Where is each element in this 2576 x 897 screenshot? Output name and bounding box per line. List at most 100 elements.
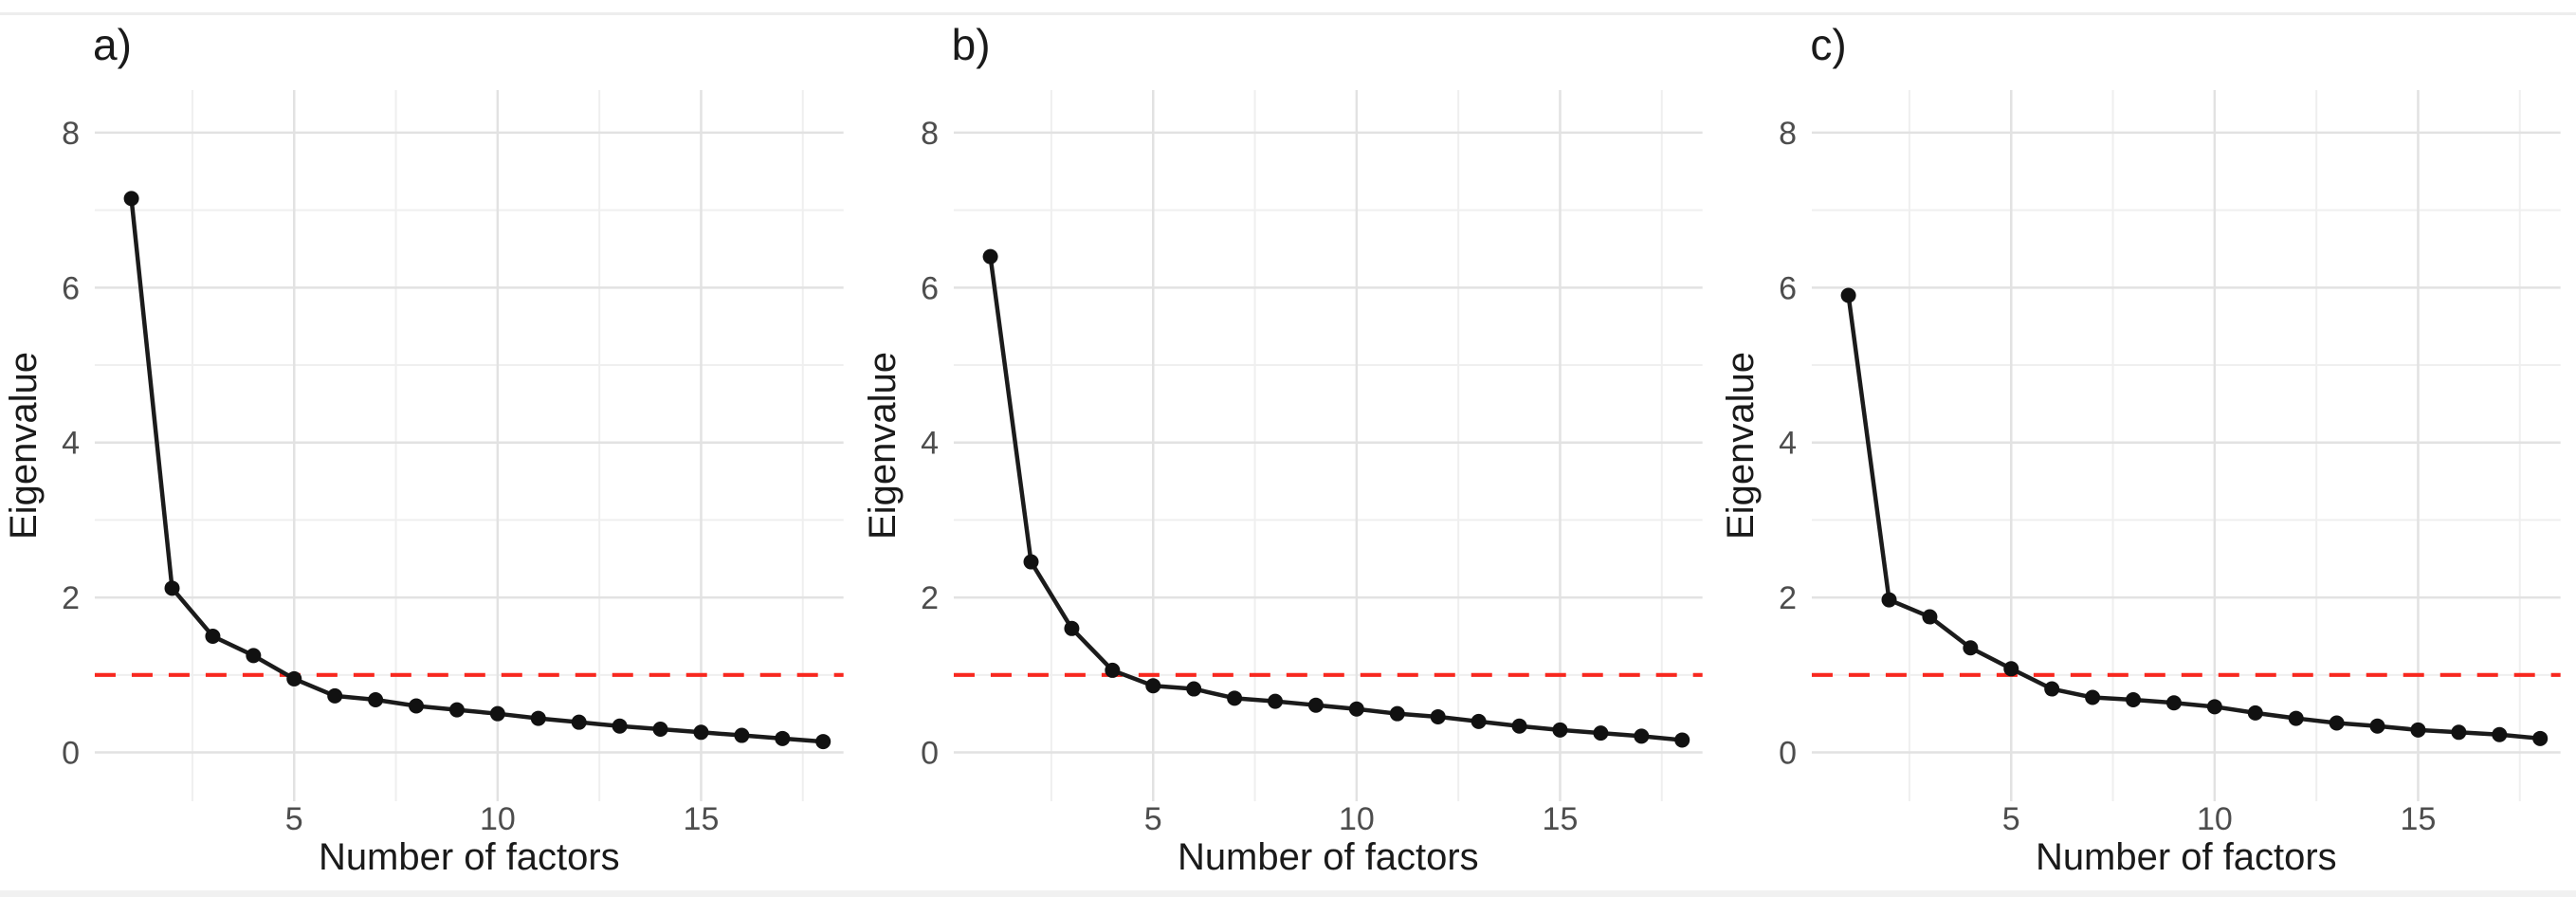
y-tick-label: 8 <box>921 116 939 152</box>
data-point <box>612 718 628 734</box>
scree-chart-b: 0 2 4 6 8 5 10 15 Eigenvalue Number of factors <box>862 90 1703 878</box>
data-point <box>1348 701 1364 717</box>
y-tick-label: 0 <box>62 736 80 772</box>
y-tick-label: 8 <box>1779 116 1797 152</box>
data-point <box>1963 640 1979 656</box>
data-point <box>982 248 998 265</box>
data-point <box>530 710 546 726</box>
y-axis-title: Eigenvalue <box>862 352 904 540</box>
y-tick-label: 6 <box>921 270 939 306</box>
scree-panel-c: c) 0 2 4 6 8 5 10 15 Eigenvalue Number of factors <box>1717 0 2576 897</box>
data-point <box>2410 722 2426 738</box>
y-tick-label: 2 <box>921 580 939 616</box>
data-point <box>2044 681 2060 697</box>
data-point <box>2126 691 2142 707</box>
data-point <box>2248 705 2264 721</box>
data-point <box>2532 730 2549 746</box>
data-point <box>2289 710 2305 726</box>
x-axis-title: Number of factors <box>2036 836 2337 878</box>
x-tick-label: 15 <box>684 801 720 837</box>
panel-c-label: c) <box>1810 20 1847 69</box>
x-axis-title: Number of factors <box>319 836 620 878</box>
data-point <box>571 714 587 730</box>
y-tick-label: 4 <box>1779 426 1797 462</box>
x-tick-label: 5 <box>285 801 303 837</box>
data-point <box>2451 724 2467 741</box>
data-point <box>1307 697 1324 713</box>
x-tick-label: 5 <box>2002 801 2020 837</box>
data-point <box>734 727 750 743</box>
data-point <box>1185 681 1201 697</box>
x-axis-title: Number of factors <box>1178 836 1479 878</box>
data-point <box>2329 715 2345 731</box>
y-axis-title: Eigenvalue <box>3 352 45 540</box>
scree-chart-a: 0 2 4 6 8 5 10 15 Eigenvalue Number of factors <box>3 90 844 878</box>
x-tick-label: 10 <box>2197 801 2233 837</box>
data-point <box>2166 695 2183 711</box>
figure-bottom-border <box>0 890 2576 897</box>
data-point <box>1922 609 1938 625</box>
data-point <box>2207 699 2223 715</box>
y-tick-label: 4 <box>921 426 939 462</box>
data-point <box>2492 726 2508 742</box>
data-point <box>1144 678 1160 694</box>
y-axis-title: Eigenvalue <box>1720 352 1762 540</box>
data-point <box>246 648 262 664</box>
data-point <box>693 724 709 741</box>
data-point <box>815 734 831 750</box>
scree-line <box>129 198 824 744</box>
y-tick-label: 2 <box>62 580 80 616</box>
scree-panel-b: b) 0 2 4 6 8 5 10 15 Eigenvalue Number of factors <box>859 0 1718 897</box>
data-point <box>1389 705 1405 722</box>
panel-b-label: b) <box>951 20 991 69</box>
data-point <box>775 730 791 746</box>
data-point <box>489 705 505 722</box>
data-point <box>1430 708 1446 724</box>
data-point <box>164 580 180 596</box>
data-point <box>448 702 465 718</box>
scree-chart-c: 0 2 4 6 8 5 10 15 Eigenvalue Number of factors <box>1720 90 2562 878</box>
x-tick-label: 15 <box>2401 801 2437 837</box>
data-point <box>1023 554 1039 570</box>
data-point <box>1471 713 1487 729</box>
data-point <box>2369 718 2385 734</box>
data-point <box>1105 662 1121 678</box>
data-point <box>1226 690 1242 706</box>
data-point <box>1064 620 1080 636</box>
y-tick-label: 0 <box>1779 736 1797 772</box>
data-point <box>1673 732 1690 748</box>
data-point <box>409 698 425 714</box>
data-point <box>205 628 221 644</box>
panel-a-label: a) <box>93 20 132 69</box>
data-point <box>286 670 302 686</box>
data-point <box>123 191 139 207</box>
data-point <box>2085 689 2101 705</box>
data-point <box>1840 287 1856 303</box>
x-tick-label: 10 <box>1339 801 1375 837</box>
x-tick-label: 15 <box>1542 801 1578 837</box>
figure-top-border <box>0 12 2576 15</box>
data-point <box>1633 728 1649 744</box>
data-point <box>1552 722 1568 738</box>
scree-line <box>988 256 1683 742</box>
data-point <box>327 687 343 704</box>
scree-line <box>1846 295 2541 741</box>
y-tick-label: 6 <box>62 270 80 306</box>
y-tick-label: 2 <box>1779 580 1797 616</box>
x-tick-label: 5 <box>1143 801 1161 837</box>
data-point <box>1267 693 1283 709</box>
y-tick-label: 4 <box>62 426 80 462</box>
y-tick-label: 8 <box>62 116 80 152</box>
data-point <box>1593 725 1609 741</box>
y-tick-label: 0 <box>921 736 939 772</box>
data-point <box>1881 592 1897 608</box>
scree-panel-a: a) 0 2 4 6 8 5 10 15 Eigenvalue Number of factors <box>0 0 859 897</box>
data-point <box>652 722 668 738</box>
data-point <box>368 691 384 707</box>
data-point <box>2003 661 2019 677</box>
x-tick-label: 10 <box>480 801 516 837</box>
data-point <box>1511 718 1527 734</box>
y-tick-label: 6 <box>1779 270 1797 306</box>
